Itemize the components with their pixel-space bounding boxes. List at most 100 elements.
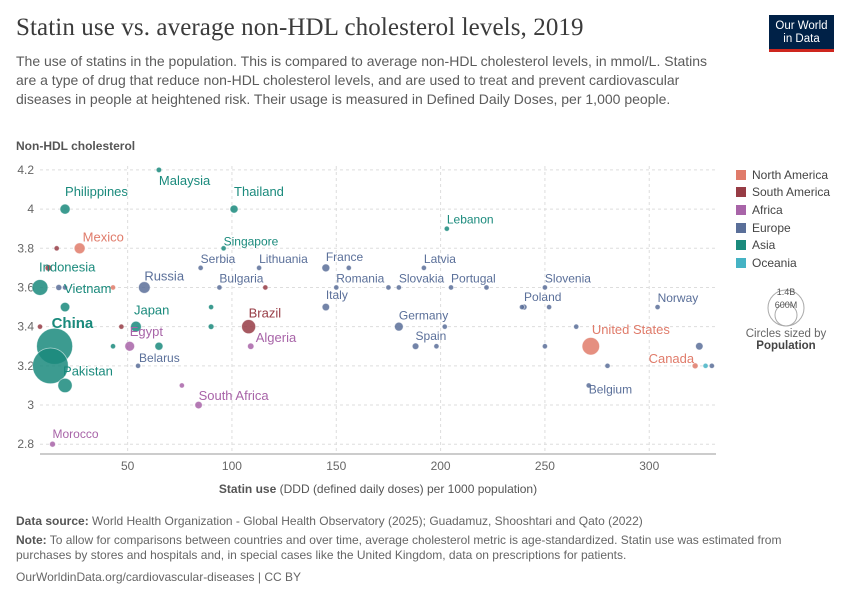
point-label: Indonesia bbox=[39, 259, 96, 274]
data-point[interactable] bbox=[518, 304, 525, 311]
data-point[interactable] bbox=[59, 203, 71, 215]
point-label: Latvia bbox=[424, 252, 456, 266]
point-label: Portugal bbox=[451, 271, 496, 285]
data-point[interactable] bbox=[44, 264, 52, 272]
legend-item-asia[interactable]: Asia bbox=[736, 236, 830, 254]
data-source-text: World Health Organization - Global Healt… bbox=[92, 514, 643, 528]
data-point[interactable] bbox=[443, 225, 450, 232]
data-point[interactable] bbox=[194, 400, 203, 410]
data-point[interactable] bbox=[541, 284, 548, 291]
data-point[interactable] bbox=[395, 284, 402, 291]
data-point[interactable] bbox=[118, 323, 125, 330]
point-label: Egypt bbox=[130, 324, 164, 339]
data-point[interactable] bbox=[654, 304, 661, 311]
point-label: Canada bbox=[649, 351, 695, 366]
data-point[interactable] bbox=[411, 342, 420, 350]
point-label: Germany bbox=[399, 309, 448, 323]
legend-label: Europe bbox=[752, 220, 791, 235]
data-point[interactable] bbox=[420, 264, 427, 271]
point-label: Algeria bbox=[256, 330, 297, 345]
data-point[interactable] bbox=[110, 343, 117, 350]
data-point[interactable] bbox=[385, 284, 392, 291]
data-point[interactable] bbox=[138, 281, 151, 294]
x-tick-label: 250 bbox=[535, 459, 555, 473]
data-point[interactable] bbox=[695, 342, 704, 351]
data-point[interactable] bbox=[53, 245, 60, 252]
point-label: Lithuania bbox=[259, 252, 308, 266]
point-label: France bbox=[326, 250, 364, 264]
x-axis-label-bold: Statin use bbox=[219, 482, 277, 496]
data-point[interactable] bbox=[433, 343, 440, 350]
data-point[interactable] bbox=[321, 263, 331, 273]
data-point[interactable] bbox=[216, 284, 223, 291]
point-label: Morocco bbox=[53, 427, 99, 441]
y-tick-label: 4 bbox=[27, 202, 34, 216]
x-tick-label: 100 bbox=[222, 459, 242, 473]
legend-item-africa[interactable]: Africa bbox=[736, 201, 830, 219]
data-point[interactable] bbox=[155, 166, 163, 174]
data-point[interactable] bbox=[208, 304, 215, 311]
legend-item-south-america[interactable]: South America bbox=[736, 184, 830, 202]
data-point[interactable] bbox=[31, 279, 49, 296]
legend-item-oceania[interactable]: Oceania bbox=[736, 254, 830, 272]
data-point[interactable] bbox=[57, 377, 73, 393]
note-label: Note: bbox=[16, 533, 47, 547]
size-caption: Circles sized by bbox=[745, 328, 827, 340]
owid-logo[interactable]: Our World in Data bbox=[769, 15, 834, 52]
data-point[interactable] bbox=[49, 440, 56, 448]
data-point[interactable] bbox=[135, 362, 142, 369]
data-point[interactable] bbox=[262, 284, 269, 291]
data-point[interactable] bbox=[178, 382, 185, 389]
data-point[interactable] bbox=[73, 242, 86, 255]
data-point[interactable] bbox=[32, 347, 69, 385]
data-point[interactable] bbox=[321, 302, 330, 312]
data-point[interactable] bbox=[154, 341, 164, 351]
data-point[interactable] bbox=[241, 319, 257, 335]
x-tick-label: 50 bbox=[121, 459, 135, 473]
data-point[interactable] bbox=[247, 342, 255, 350]
point-label: South Africa bbox=[199, 388, 270, 403]
data-point[interactable] bbox=[483, 284, 490, 291]
data-point[interactable] bbox=[130, 320, 142, 333]
data-point[interactable] bbox=[197, 264, 204, 271]
size-legend: 1.4B 600M bbox=[767, 287, 805, 327]
data-point[interactable] bbox=[207, 323, 215, 330]
data-point[interactable] bbox=[541, 343, 548, 350]
chart-url[interactable]: OurWorldinData.org/cardiovascular-diseas… bbox=[16, 570, 302, 584]
legend-swatch bbox=[736, 169, 746, 180]
data-point[interactable] bbox=[691, 362, 699, 370]
data-point[interactable] bbox=[345, 264, 352, 271]
data-point[interactable] bbox=[448, 284, 455, 291]
data-point[interactable] bbox=[256, 264, 263, 271]
data-point[interactable] bbox=[333, 284, 340, 291]
data-point[interactable] bbox=[55, 284, 63, 291]
y-tick-label: 3 bbox=[27, 398, 34, 412]
point-label: Spain bbox=[416, 329, 447, 343]
y-tick-label: 2.8 bbox=[17, 437, 34, 451]
data-point[interactable] bbox=[546, 304, 553, 311]
data-point[interactable] bbox=[394, 321, 404, 332]
data-point[interactable] bbox=[604, 362, 611, 369]
points-layer bbox=[31, 166, 715, 448]
data-point[interactable] bbox=[110, 284, 117, 291]
legend-item-north-america[interactable]: North America bbox=[736, 166, 830, 184]
data-point[interactable] bbox=[220, 245, 227, 252]
size-legend-min: 600M bbox=[775, 300, 798, 310]
data-point[interactable] bbox=[585, 382, 592, 389]
data-point[interactable] bbox=[229, 204, 239, 214]
legend-label: South America bbox=[752, 185, 831, 200]
data-point[interactable] bbox=[708, 362, 715, 369]
legend-label: Oceania bbox=[752, 255, 797, 270]
data-point[interactable] bbox=[124, 340, 135, 352]
data-point[interactable] bbox=[59, 301, 71, 313]
data-point[interactable] bbox=[62, 284, 69, 291]
data-point[interactable] bbox=[37, 323, 44, 330]
data-point[interactable] bbox=[702, 362, 709, 369]
x-tick-label: 200 bbox=[431, 459, 451, 473]
data-point[interactable] bbox=[441, 323, 448, 330]
data-point[interactable] bbox=[573, 323, 580, 330]
legend-label: Asia bbox=[752, 238, 776, 253]
data-point[interactable] bbox=[581, 337, 600, 356]
legend-item-europe[interactable]: Europe bbox=[736, 219, 830, 237]
